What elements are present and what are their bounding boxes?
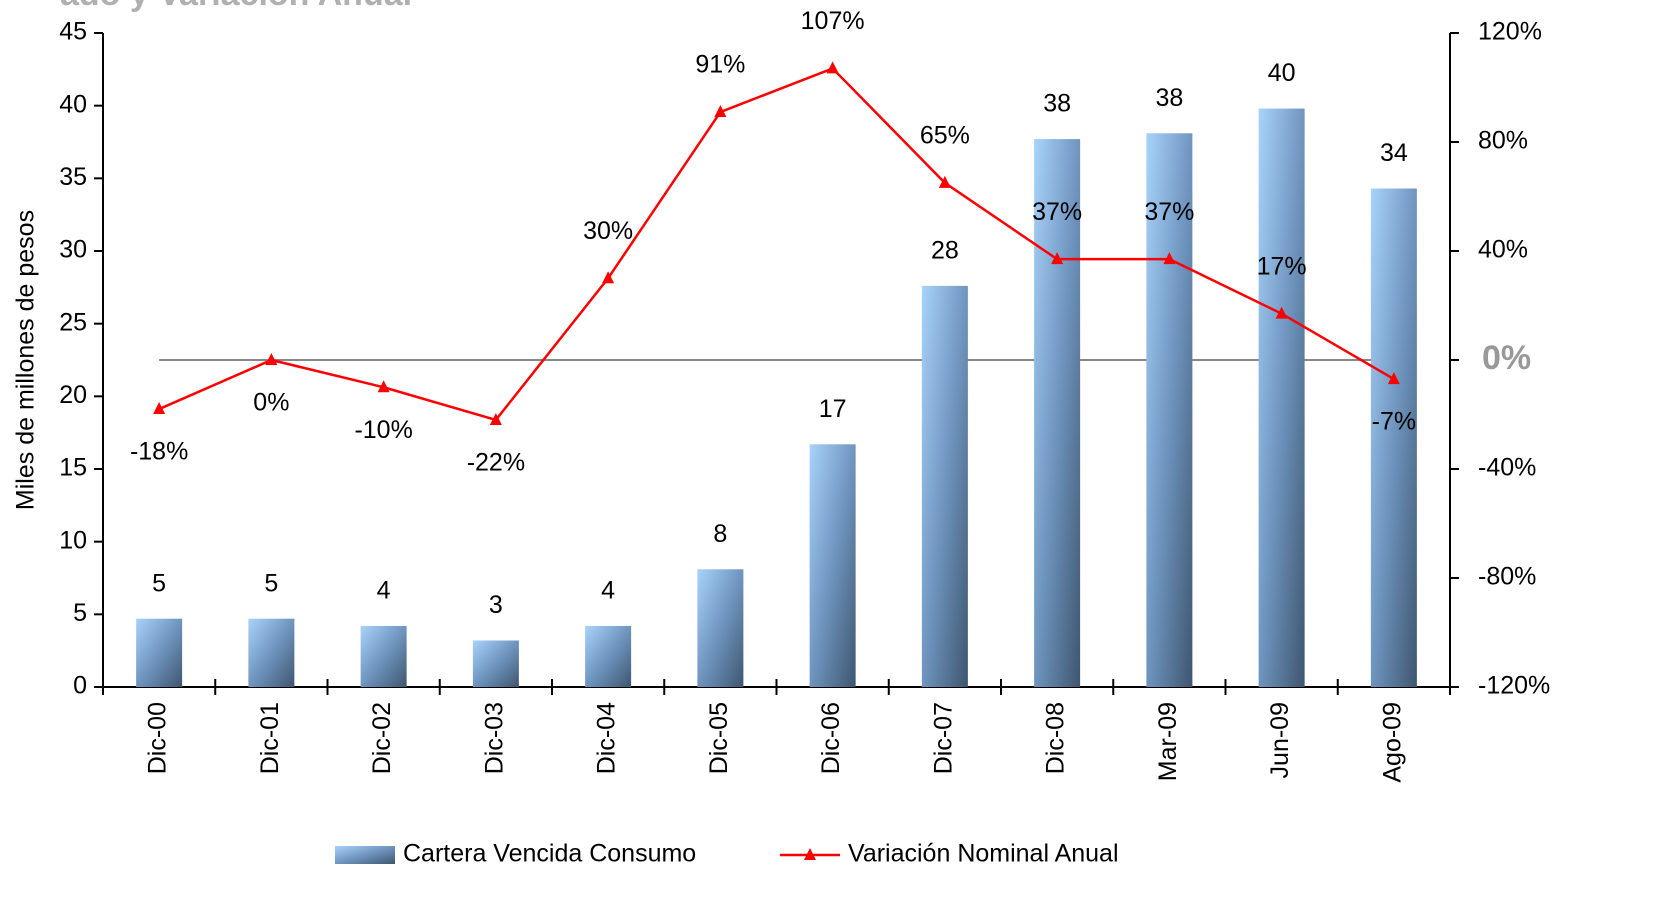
line-marker	[489, 412, 502, 425]
legend-swatch	[335, 846, 395, 864]
bar	[248, 618, 295, 687]
bar-value-label: 4	[377, 577, 391, 605]
line	[158, 66, 1395, 422]
bar	[1258, 108, 1305, 687]
bar-value-label: 40	[1268, 59, 1296, 87]
x-tick-label: Dic-03	[480, 702, 508, 774]
y-tick-label: 10	[59, 526, 87, 554]
line-marker	[1051, 252, 1064, 265]
y2-tick-label: -80%	[1478, 563, 1536, 591]
line-marker	[1275, 306, 1288, 319]
x-tick-label: Dic-07	[929, 702, 957, 774]
y-tick-label: 15	[59, 454, 87, 482]
line-value-label: -22%	[467, 449, 525, 477]
line-value-label: 37%	[1032, 198, 1082, 226]
bar-value-label: 38	[1043, 90, 1071, 118]
chart-title: ado y Variación Anual	[60, 0, 412, 13]
bar-value-label: 3	[489, 591, 503, 619]
line-value-label: 107%	[801, 7, 865, 35]
bar-value-label: 34	[1380, 139, 1408, 167]
line-value-label: 91%	[695, 51, 745, 79]
y-tick-label: 25	[59, 308, 87, 336]
line-marker	[1387, 372, 1400, 385]
line-value-label: -7%	[1372, 408, 1416, 436]
x-tick-label: Dic-06	[817, 702, 845, 774]
line-marker	[602, 271, 615, 284]
legend-marker	[804, 848, 816, 860]
y2-tick-label: -120%	[1478, 672, 1550, 700]
x-tick-label: Dic-04	[593, 702, 621, 774]
bar	[1146, 133, 1193, 687]
y2-tick-label: -40%	[1478, 454, 1536, 482]
y2-tick-label: 40%	[1478, 236, 1528, 264]
bar	[809, 444, 856, 687]
x-tick-label: Dic-08	[1042, 702, 1070, 774]
bar-value-label: 4	[601, 577, 615, 605]
legend-label: Variación Nominal Anual	[848, 840, 1119, 868]
bar	[585, 625, 632, 687]
bar	[472, 640, 519, 687]
line-value-label: 65%	[920, 121, 970, 149]
y2-tick-label: 120%	[1478, 18, 1542, 46]
legend-label: Cartera Vencida Consumo	[403, 840, 696, 868]
line-marker	[153, 402, 166, 415]
bar	[1370, 188, 1417, 688]
line-value-label: -10%	[354, 416, 412, 444]
y-tick-label: 5	[73, 599, 87, 627]
y-tick-label: 35	[59, 163, 87, 191]
bar-value-label: 5	[152, 569, 166, 597]
y-tick-label: 0	[73, 672, 87, 700]
bar	[360, 625, 407, 687]
bar-value-label: 28	[931, 236, 959, 264]
bar	[1034, 139, 1081, 688]
x-tick-label: Dic-02	[368, 702, 396, 774]
y-tick-label: 45	[59, 18, 87, 46]
x-tick-label: Dic-00	[144, 702, 172, 774]
line-value-label: -18%	[130, 438, 188, 466]
x-tick-label: Dic-01	[256, 702, 284, 774]
line-value-label: 30%	[583, 217, 633, 245]
line-marker	[714, 105, 727, 118]
line-marker	[938, 175, 951, 188]
y-axis-label: Miles de millones de pesos	[12, 210, 40, 510]
y2-tick-label: 0%	[1482, 339, 1531, 377]
bar-value-label: 8	[713, 520, 727, 548]
line-value-label: 0%	[253, 389, 289, 417]
y-tick-label: 40	[59, 90, 87, 118]
bar-value-label: 5	[264, 569, 278, 597]
x-tick-label: Ago-09	[1378, 702, 1406, 783]
line-marker	[1163, 252, 1176, 265]
line-marker	[265, 353, 278, 365]
bar-value-label: 38	[1155, 84, 1183, 112]
line-value-label: 37%	[1144, 198, 1194, 226]
x-tick-label: Mar-09	[1154, 702, 1182, 781]
y2-tick-label: 80%	[1478, 127, 1528, 155]
line-marker	[826, 61, 839, 74]
line-value-label: 17%	[1257, 252, 1307, 280]
y-tick-label: 20	[59, 381, 87, 409]
line-marker	[377, 380, 390, 393]
bar	[921, 285, 968, 687]
x-tick-label: Dic-05	[705, 702, 733, 774]
y-tick-label: 30	[59, 236, 87, 264]
bar-value-label: 17	[819, 395, 847, 423]
bar	[697, 569, 744, 687]
bar	[136, 618, 183, 687]
x-tick-label: Jun-09	[1266, 702, 1294, 778]
